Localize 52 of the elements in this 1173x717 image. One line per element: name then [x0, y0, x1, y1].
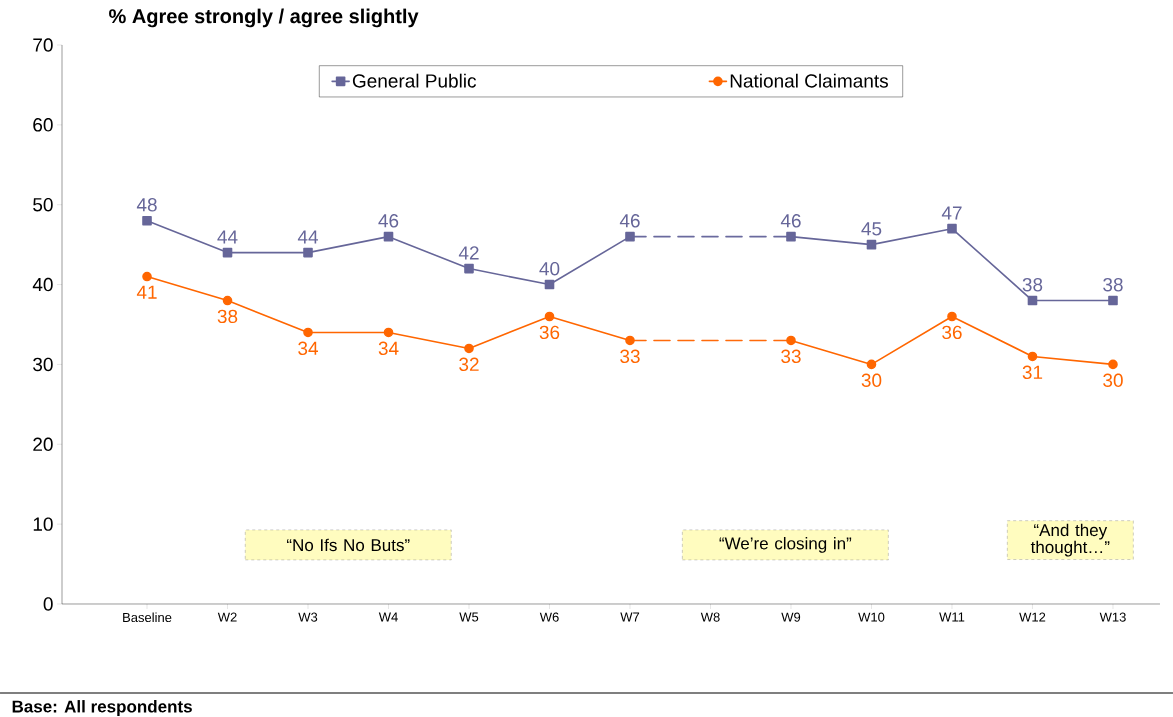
data-label: 46 — [780, 214, 801, 228]
y-tick-label: 30 — [33, 357, 53, 372]
x-tick-label: W12 — [1019, 612, 1046, 622]
data-label: 30 — [861, 373, 882, 387]
data-label: 36 — [942, 325, 962, 340]
annotation: “And they thought…” — [1030, 523, 1110, 557]
data-label: 30 — [1103, 373, 1123, 387]
data-label: 44 — [217, 230, 238, 244]
annotation: “We’re closing in” — [719, 536, 852, 553]
data-label: 48 — [136, 198, 157, 212]
y-tick-label: 0 — [43, 597, 53, 611]
y-tick-label: 50 — [33, 197, 53, 212]
y-tick-label: 20 — [33, 437, 53, 451]
data-label: 38 — [217, 309, 238, 324]
data-label: 38 — [1022, 277, 1043, 292]
data-label: 31 — [1022, 365, 1043, 380]
legend-label: General Public — [352, 73, 477, 88]
data-label: 38 — [1103, 277, 1123, 292]
chart-title: % Agree strongly / agree slightly — [109, 8, 419, 28]
y-tick-label: 70 — [33, 38, 53, 52]
x-tick-label: W5 — [459, 612, 479, 622]
data-label: 33 — [620, 349, 640, 364]
x-tick-label: W13 — [1099, 612, 1126, 622]
x-tick-label: W2 — [217, 612, 237, 622]
x-tick-label: W3 — [298, 612, 318, 622]
x-tick-label: Baseline — [123, 612, 172, 623]
x-tick-label: W8 — [700, 612, 720, 622]
data-label: 46 — [378, 214, 399, 228]
data-label: 45 — [861, 222, 882, 236]
legend-label: National Claimants — [730, 73, 888, 88]
data-label: 41 — [136, 285, 157, 299]
x-tick-label: W10 — [858, 612, 885, 622]
y-tick-label: 60 — [33, 118, 53, 132]
data-label: 42 — [458, 246, 479, 260]
text: Base: All respondents — [12, 700, 192, 716]
annotation: “No Ifs No Buts” — [287, 538, 410, 552]
data-label: 32 — [459, 357, 479, 372]
data-label: 36 — [539, 325, 560, 340]
x-tick-label: W11 — [939, 612, 965, 622]
data-label: 34 — [298, 341, 319, 356]
y-tick-label: 40 — [32, 277, 53, 292]
data-label: 46 — [619, 214, 640, 228]
x-tick-label: W6 — [539, 612, 559, 622]
x-tick-label: W9 — [781, 612, 801, 622]
y-tick-label: 10 — [33, 517, 53, 531]
data-label: 44 — [297, 230, 319, 244]
x-tick-label: W4 — [378, 612, 398, 622]
x-tick-label: W7 — [620, 612, 640, 622]
data-label: 34 — [378, 341, 399, 356]
data-label: 33 — [781, 349, 801, 364]
data-label: 40 — [539, 261, 560, 276]
data-label: 47 — [941, 206, 962, 220]
